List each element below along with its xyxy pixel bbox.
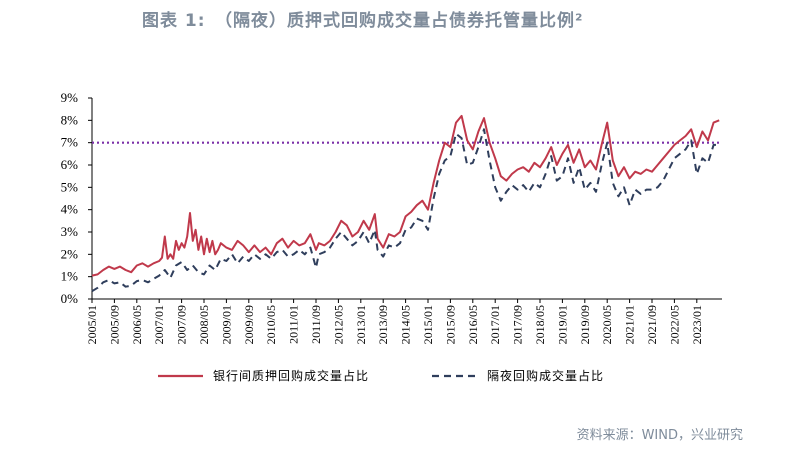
legend-label-1: 银行间质押回购成交量占比 xyxy=(213,368,369,383)
y-tick-label: 7% xyxy=(61,135,79,150)
x-tick-label: 2013/01 xyxy=(354,305,368,344)
x-tick-label: 2021/09 xyxy=(645,305,659,344)
series-line-1 xyxy=(91,114,720,277)
x-tick-label: 2010/05 xyxy=(264,305,278,344)
x-tick-label: 2013/09 xyxy=(376,305,390,344)
source-note: 资料来源：WIND，兴业研究 xyxy=(576,428,743,443)
series-line-2 xyxy=(91,128,720,293)
x-tick-label: 2007/09 xyxy=(175,305,189,344)
y-tick-label: 9% xyxy=(61,90,79,105)
x-tick-label: 2023/01 xyxy=(690,305,704,344)
y-tick-label: 8% xyxy=(61,112,79,127)
x-tick-label: 2005/01 xyxy=(85,305,99,344)
y-tick-label: 6% xyxy=(61,157,79,172)
x-tick-label: 2019/09 xyxy=(578,305,592,344)
x-tick-label: 2015/01 xyxy=(421,305,435,344)
y-tick-label: 3% xyxy=(61,224,79,239)
x-tick-label: 2016/05 xyxy=(466,305,480,344)
x-tick-label: 2009/01 xyxy=(219,305,233,344)
x-tick-label: 2022/05 xyxy=(667,305,681,344)
x-tick-label: 2015/09 xyxy=(443,305,457,344)
legend-label-2: 隔夜回购成交量占比 xyxy=(487,368,604,383)
x-tick-label: 2005/09 xyxy=(107,305,121,344)
x-tick-label: 2017/01 xyxy=(488,305,502,344)
x-tick-label: 2020/05 xyxy=(600,305,614,344)
x-tick-label: 2021/01 xyxy=(623,305,637,344)
x-tick-label: 2011/09 xyxy=(309,305,323,344)
x-tick-label: 2011/01 xyxy=(287,305,301,344)
x-tick-label: 2006/05 xyxy=(130,305,144,344)
x-tick-label: 2012/05 xyxy=(331,305,345,344)
y-tick-label: 2% xyxy=(61,246,79,261)
y-tick-label: 4% xyxy=(61,202,79,217)
x-tick-label: 2019/01 xyxy=(555,305,569,344)
y-tick-label: 1% xyxy=(61,269,79,284)
x-tick-label: 2007/01 xyxy=(152,305,166,344)
x-tick-label: 2017/09 xyxy=(511,305,525,344)
y-tick-label: 5% xyxy=(61,179,79,194)
y-tick-label: 0% xyxy=(61,291,79,306)
x-tick-label: 2008/05 xyxy=(197,305,211,344)
x-tick-label: 2009/09 xyxy=(242,305,256,344)
chart-title: 图表 1: （隔夜）质押式回购成交量占债券托管量比例² xyxy=(142,11,584,31)
x-tick-label: 2018/05 xyxy=(533,305,547,344)
x-tick-label: 2014/05 xyxy=(399,305,413,344)
